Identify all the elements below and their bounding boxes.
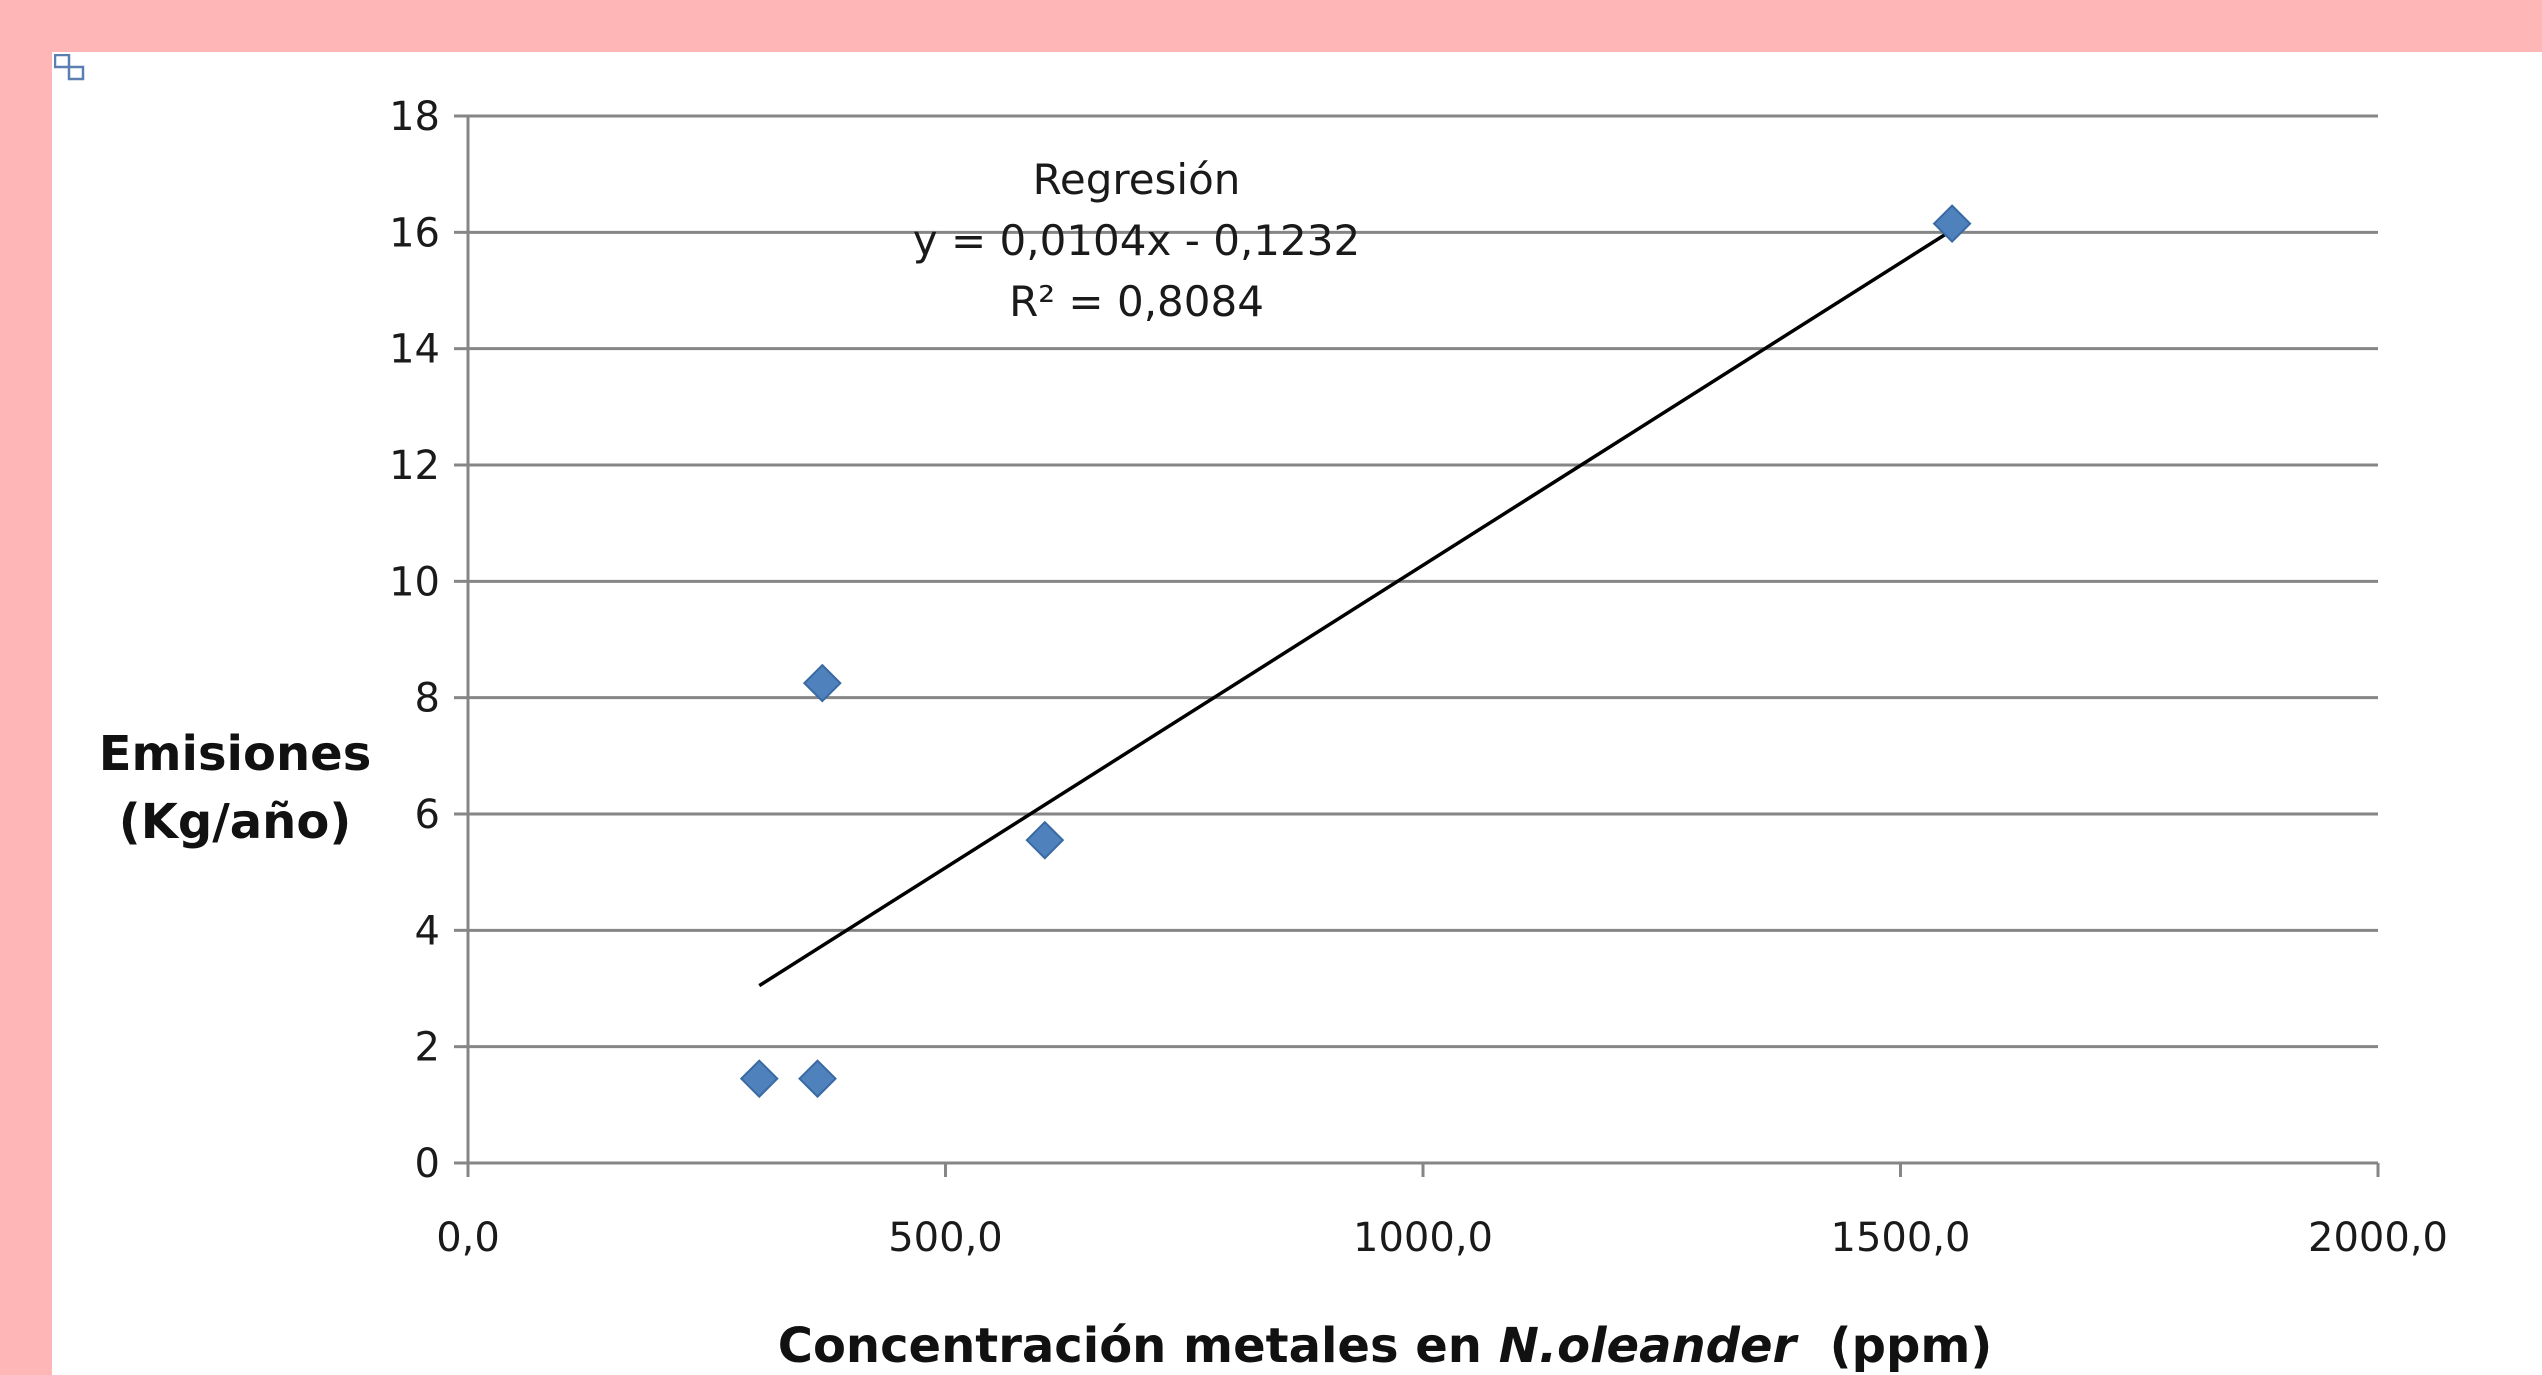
x-axis-title: Concentración metales en N.oleander (ppm… (778, 1318, 1993, 1374)
x-tick-labels: 0,0 500,0 1000,0 1500,0 2000,0 (436, 1215, 2448, 1261)
data-point-4 (1932, 204, 1972, 244)
data-point-2 (802, 663, 842, 703)
y-tick-label-12: 12 (389, 443, 440, 489)
resize-anchor-icon[interactable] (54, 54, 86, 82)
data-point-1 (798, 1059, 837, 1099)
data-points (739, 204, 1972, 1099)
trendline-group (758, 228, 1954, 988)
regression-equation: y = 0,0104x - 0,1232 (913, 216, 1360, 265)
frame-top-border (0, 0, 2542, 52)
y-tick-label-18: 18 (389, 94, 440, 140)
y-tick-label-16: 16 (389, 210, 440, 256)
y-axis-title-line2: (Kg/año) (119, 794, 352, 850)
y-tick-label-2: 2 (415, 1025, 440, 1071)
x-axis-title-suffix: (ppm) (1796, 1318, 1992, 1374)
y-tick-label-8: 8 (415, 676, 440, 722)
x-axis-title-prefix: Concentración metales en (778, 1318, 1499, 1374)
y-tick-label-4: 4 (415, 908, 440, 954)
x-tick-label-4: 2000,0 (2308, 1215, 2448, 1261)
x-tick-label-1: 500,0 (888, 1215, 1003, 1261)
trendline (758, 228, 1954, 988)
y-tick-label-10: 10 (389, 559, 440, 605)
y-axis-title-line1: Emisiones (99, 726, 372, 782)
x-axis-title-species: N.oleander (1499, 1318, 1800, 1374)
axes (454, 114, 2380, 1177)
regression-label: Regresión (1033, 155, 1241, 204)
y-axis-title: Emisiones (Kg/año) (99, 726, 372, 850)
y-tick-label-6: 6 (415, 792, 440, 838)
x-tick-label-0: 0,0 (436, 1215, 500, 1261)
data-point-0 (739, 1059, 779, 1099)
frame-left-border (0, 0, 52, 1375)
data-point-3 (1025, 820, 1065, 860)
regression-r-squared: R² = 0,8084 (1009, 277, 1264, 326)
gridlines (468, 114, 2378, 1049)
x-tick-label-2: 1000,0 (1353, 1215, 1493, 1261)
x-tick-label-3: 1500,0 (1831, 1215, 1971, 1261)
y-tick-label-14: 14 (389, 327, 440, 373)
y-tick-labels: 0 2 4 6 8 10 12 14 16 18 (389, 94, 440, 1187)
regression-annotation: Regresión y = 0,0104x - 0,1232 R² = 0,80… (913, 155, 1360, 326)
y-tick-label-0: 0 (415, 1141, 440, 1187)
